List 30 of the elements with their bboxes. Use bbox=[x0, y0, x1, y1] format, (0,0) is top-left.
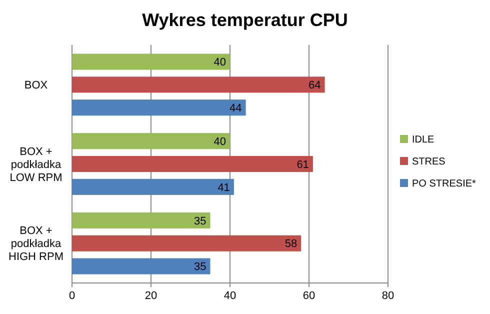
bar bbox=[72, 258, 210, 274]
chart-title: Wykres temperatur CPU bbox=[142, 10, 348, 30]
data-label: 44 bbox=[230, 102, 242, 114]
data-label: 40 bbox=[214, 136, 226, 148]
data-label: 35 bbox=[194, 215, 206, 228]
data-label: 64 bbox=[308, 80, 321, 92]
bar bbox=[72, 178, 234, 195]
bar bbox=[72, 76, 325, 93]
data-label: 40 bbox=[214, 56, 226, 69]
legend-label: STRES bbox=[412, 156, 446, 168]
data-label: 58 bbox=[284, 238, 298, 250]
y-tick-label: BOX + podkładka HIGH RPM bbox=[8, 225, 64, 264]
legend-label: PO STRESIE* bbox=[412, 178, 476, 190]
bar bbox=[72, 156, 313, 172]
bar bbox=[72, 235, 302, 252]
data-label: 41 bbox=[218, 182, 230, 194]
x-tick-label: 0 bbox=[68, 290, 76, 302]
y-tick-label: BOX bbox=[24, 80, 48, 92]
legend-label: IDLE bbox=[412, 134, 435, 146]
x-tick-label: 80 bbox=[382, 290, 394, 302]
bar bbox=[72, 100, 246, 116]
bar bbox=[72, 212, 210, 228]
y-tick-label: BOX + podkładka LOW RPM bbox=[10, 146, 62, 184]
bar bbox=[72, 133, 230, 150]
x-tick-label: 20 bbox=[144, 290, 158, 302]
x-tick-label: 60 bbox=[302, 290, 316, 302]
data-label: 61 bbox=[296, 158, 309, 171]
x-tick-label: 40 bbox=[224, 290, 236, 302]
bar bbox=[72, 54, 230, 70]
data-label: 35 bbox=[194, 261, 206, 274]
